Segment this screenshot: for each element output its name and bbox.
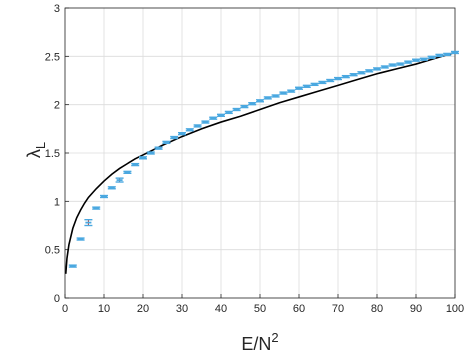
data-point [123,170,132,175]
data-point [107,186,116,190]
data-point [115,177,124,183]
x-tick-label: 0 [62,303,68,315]
y-tick-label: 1.5 [45,148,60,160]
data-point [146,151,155,155]
data-point [318,80,327,85]
data-point [419,57,428,61]
y-tick-label: 3 [54,3,60,15]
data-point [201,120,210,124]
x-tick-label: 100 [446,303,464,315]
x-tick-label: 80 [371,303,383,315]
data-point [232,107,241,112]
data-point [92,206,101,210]
data-point [76,237,85,241]
data-point [349,73,358,77]
data-point [209,116,218,120]
data-point [357,71,366,75]
y-tick-label: 0 [54,293,60,305]
data-point [451,50,459,55]
data-point [68,264,77,268]
data-point [178,131,186,136]
data-point [279,91,288,95]
x-tick-label: 30 [176,303,188,315]
data-point [84,218,93,227]
data-point [131,162,140,167]
y-axis: 0 0.5 1 1.5 2 2.5 3 [45,3,69,305]
data-point [302,84,311,88]
data-point [412,58,420,62]
data-point [404,60,413,64]
x-tick-label: 50 [254,303,266,315]
data-point [435,53,444,58]
data-point [295,86,303,90]
data-point [240,104,249,109]
y-tick-label: 2 [54,100,60,112]
data-point [341,74,350,79]
data-point [185,128,194,132]
data-point [427,55,436,59]
data-point [373,67,381,71]
y-axis-label: λL [24,142,48,158]
data-point [248,102,257,106]
data-point [170,135,179,140]
data-points [68,50,459,268]
data-point [326,78,335,83]
x-tick-label: 10 [98,303,110,315]
data-point [100,194,108,199]
x-tick-label: 90 [410,303,422,315]
x-tick-label: 70 [332,303,344,315]
y-tick-label: 2.5 [45,51,60,63]
data-point [287,89,296,93]
model-curve-line [64,51,456,274]
data-point [154,146,163,150]
y-tick-label: 1 [54,196,60,208]
x-axis: 0 10 20 30 40 50 60 70 80 90 100 [62,294,464,315]
data-point [193,124,202,128]
data-point [224,110,233,115]
data-point [271,94,280,98]
data-point [396,62,405,66]
x-tick-label: 40 [215,303,227,315]
data-point [365,69,374,73]
data-point [310,82,319,87]
data-point [380,65,389,69]
data-point [388,63,397,67]
x-tick-label: 60 [293,303,305,315]
data-point [162,140,171,145]
data-point [217,113,225,117]
data-point [263,96,272,100]
x-tick-label: 20 [137,303,149,315]
y-tick-label: 0.5 [45,245,60,257]
data-point [334,76,342,81]
data-point [139,156,147,160]
data-point [256,99,264,103]
model-curve [64,51,456,274]
x-axis-label: E/N2 [241,330,278,354]
data-point [443,52,452,57]
